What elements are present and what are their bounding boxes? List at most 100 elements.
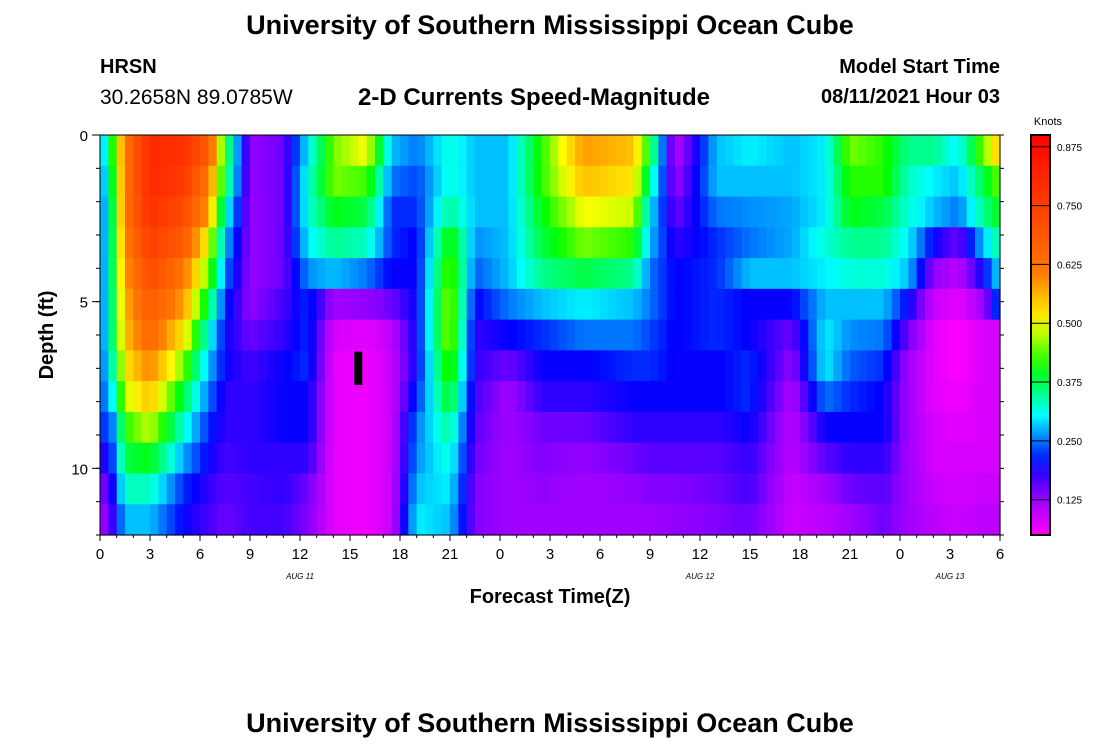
heatmap-cell [641, 381, 651, 413]
heatmap-cell [408, 135, 418, 167]
heatmap-cell [850, 258, 859, 290]
heatmap-cell [633, 258, 643, 290]
heatmap-cell [575, 227, 584, 259]
heatmap-cell [200, 473, 209, 505]
heatmap-cell [566, 135, 576, 167]
heatmap-cell [791, 504, 801, 536]
heatmap-cell [900, 196, 909, 228]
heatmap-cell [108, 411, 118, 444]
heatmap-cell [158, 319, 168, 351]
heatmap-cell [291, 442, 301, 475]
heatmap-cell [125, 473, 134, 505]
heatmap-cell [850, 288, 859, 321]
heatmap-cell [350, 135, 359, 167]
heatmap-cell [741, 473, 751, 505]
heatmap-cell [925, 411, 934, 444]
heatmap-cell [333, 258, 343, 290]
heatmap-cell [433, 258, 443, 290]
heatmap-cell [600, 319, 609, 351]
heatmap-cell [191, 135, 201, 167]
heatmap-cell [416, 381, 426, 413]
heatmap-cell [583, 319, 593, 351]
heatmap-cell [466, 350, 476, 382]
heatmap-cell [783, 165, 793, 198]
heatmap-cell [650, 473, 659, 505]
heatmap-cell [983, 227, 993, 259]
heatmap-cell [758, 227, 768, 259]
heatmap-cell [591, 288, 601, 321]
heatmap-cell [900, 258, 909, 290]
heatmap-cell [141, 135, 151, 167]
heatmap-cell [941, 288, 951, 321]
heatmap-cell [883, 411, 893, 444]
heatmap-cell [266, 258, 276, 290]
heatmap-cell [283, 381, 293, 413]
heatmap-cell [775, 227, 784, 259]
heatmap-cell [808, 319, 818, 351]
heatmap-cell [591, 504, 601, 536]
heatmap-cell [983, 196, 993, 228]
heatmap-cell [816, 381, 826, 413]
heatmap-cell [516, 473, 526, 505]
heatmap-cell [900, 288, 909, 321]
heatmap-cell [550, 381, 559, 413]
heatmap-cell [508, 196, 518, 228]
heatmap-cell [991, 227, 1001, 259]
heatmap-cell [458, 288, 468, 321]
heatmap-cell [883, 442, 893, 475]
heatmap-cell [958, 504, 968, 536]
heatmap-cell [583, 350, 593, 382]
heatmap-cell [475, 473, 484, 505]
heatmap-cell [200, 165, 209, 198]
heatmap-cell [883, 504, 893, 536]
heatmap-cell [591, 319, 601, 351]
heatmap-cell [208, 319, 218, 351]
heatmap-cell [891, 411, 901, 444]
heatmap-cell [475, 258, 484, 290]
heatmap-cell [175, 165, 184, 198]
heatmap-cell [541, 196, 551, 228]
heatmap-cell [600, 258, 609, 290]
heatmap-cell [825, 381, 834, 413]
heatmap-cell [600, 350, 609, 382]
heatmap-cell [433, 504, 443, 536]
heatmap-cell [308, 135, 318, 167]
heatmap-cell [341, 165, 351, 198]
heatmap-cell [175, 196, 184, 228]
heatmap-cell [975, 288, 984, 321]
heatmap-cell [800, 288, 809, 321]
heatmap-cell [758, 411, 768, 444]
heatmap-cell [475, 288, 484, 321]
heatmap-cell [658, 473, 668, 505]
heatmap-cell [783, 504, 793, 536]
heatmap-cell [175, 288, 184, 321]
heatmap-cell [666, 165, 676, 198]
heatmap-cell [925, 288, 934, 321]
heatmap-cell [566, 227, 576, 259]
heatmap-cell [266, 227, 276, 259]
heatmap-cell [941, 381, 951, 413]
heatmap-cell [450, 258, 459, 290]
heatmap-cell [950, 227, 959, 259]
heatmap-cell [741, 196, 751, 228]
heatmap-cell [416, 288, 426, 321]
heatmap-cell [483, 227, 493, 259]
heatmap-cell [708, 165, 718, 198]
heatmap-cell [641, 165, 651, 198]
heatmap-cell [366, 381, 376, 413]
heatmap-cell [758, 442, 768, 475]
heatmap-cell [450, 350, 459, 382]
heatmap-cell [666, 258, 676, 290]
heatmap-cell [816, 442, 826, 475]
heatmap-cell [983, 442, 993, 475]
heatmap-cell [658, 165, 668, 198]
heatmap-cell [766, 504, 776, 536]
heatmap-cell [375, 411, 384, 444]
heatmap-cell [283, 196, 293, 228]
heatmap-cell [591, 258, 601, 290]
heatmap-cell [325, 288, 334, 321]
heatmap-cell [516, 165, 526, 198]
heatmap-cell [550, 350, 559, 382]
heatmap-cell [233, 288, 243, 321]
heatmap-cell [300, 473, 309, 505]
